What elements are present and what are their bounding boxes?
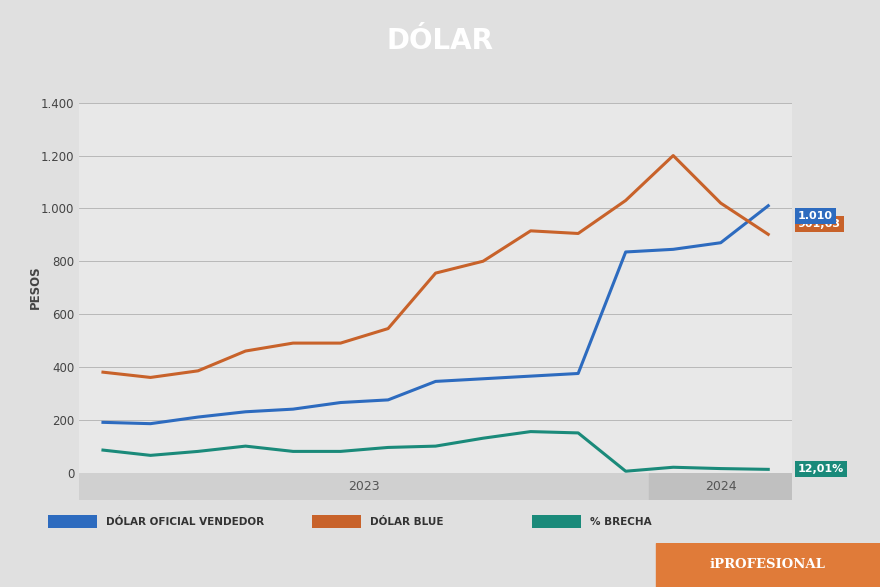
Text: DÓLAR: DÓLAR (386, 27, 494, 55)
Bar (656, 543, 880, 587)
Text: 2023: 2023 (348, 480, 380, 493)
Text: 1.010: 1.010 (797, 211, 832, 221)
FancyBboxPatch shape (312, 515, 361, 528)
Text: 2024: 2024 (705, 480, 737, 493)
Text: DÓLAR OFICIAL VENDEDOR: DÓLAR OFICIAL VENDEDOR (106, 517, 264, 527)
Text: % BRECHA: % BRECHA (590, 517, 651, 527)
Text: 12,01%: 12,01% (797, 464, 844, 474)
FancyBboxPatch shape (48, 515, 97, 528)
Bar (79, 473, 649, 500)
FancyBboxPatch shape (532, 515, 581, 528)
Text: DÓLAR BLUE: DÓLAR BLUE (370, 517, 444, 527)
Text: 901,63: 901,63 (797, 219, 840, 229)
Text: iPROFESIONAL: iPROFESIONAL (709, 558, 825, 572)
Y-axis label: PESOS: PESOS (29, 266, 41, 309)
Bar (649, 473, 792, 500)
